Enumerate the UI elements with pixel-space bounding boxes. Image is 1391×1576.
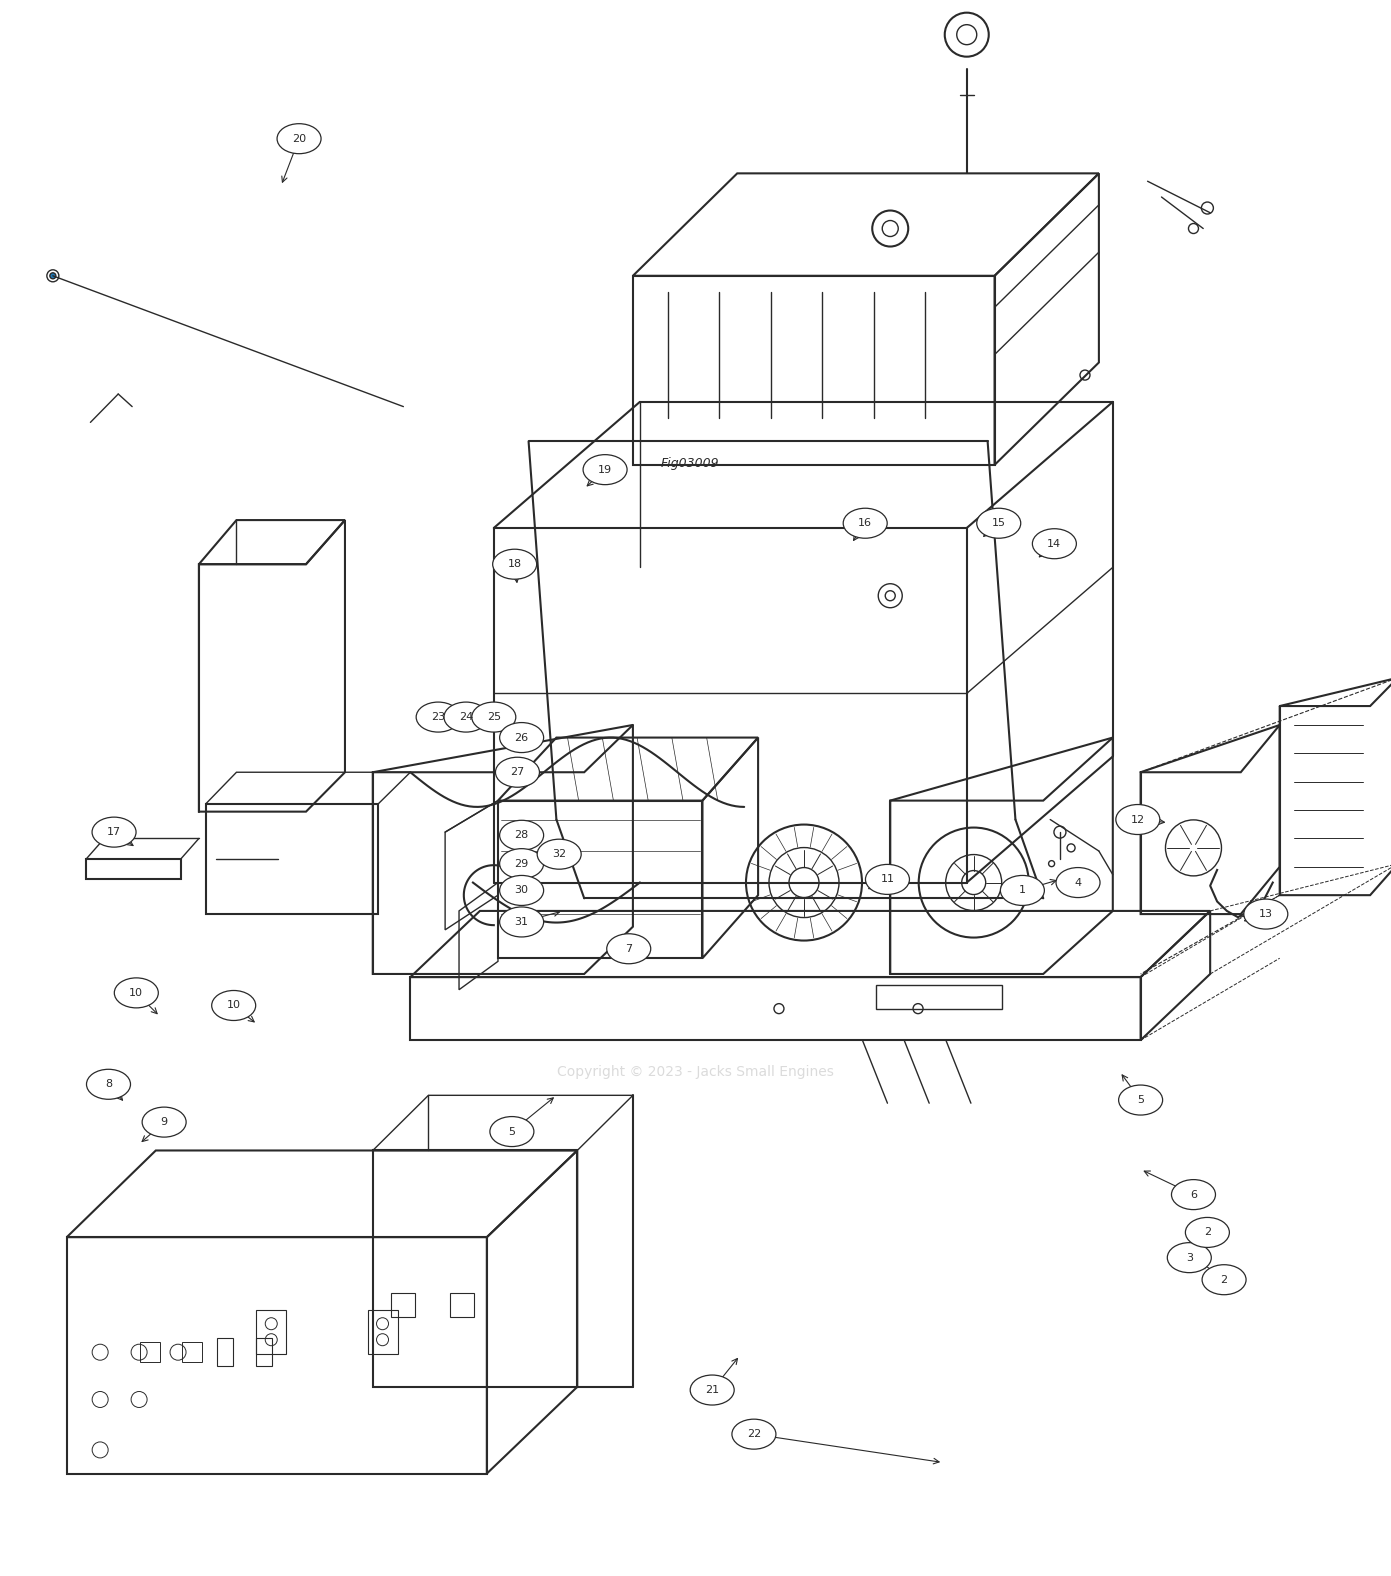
Ellipse shape [472, 701, 516, 733]
Ellipse shape [490, 1116, 534, 1147]
Text: 6: 6 [1189, 1190, 1198, 1199]
Bar [217, 1338, 234, 1366]
Ellipse shape [690, 1374, 734, 1406]
Text: 15: 15 [992, 519, 1006, 528]
Text: 1: 1 [1018, 886, 1027, 895]
Ellipse shape [499, 722, 544, 753]
Text: 8: 8 [104, 1080, 113, 1089]
Bar [256, 1310, 287, 1354]
Text: 20: 20 [292, 134, 306, 143]
Text: 18: 18 [508, 559, 522, 569]
Text: 26: 26 [515, 733, 529, 742]
Text: 17: 17 [107, 827, 121, 837]
Text: 4: 4 [1074, 878, 1082, 887]
Text: 32: 32 [552, 849, 566, 859]
Ellipse shape [606, 933, 651, 965]
Ellipse shape [1000, 875, 1045, 906]
Ellipse shape [1244, 898, 1288, 930]
Ellipse shape [537, 838, 581, 870]
Text: 23: 23 [431, 712, 445, 722]
Ellipse shape [583, 454, 627, 485]
Text: 2: 2 [1220, 1275, 1228, 1284]
Text: 16: 16 [858, 519, 872, 528]
Text: 5: 5 [1136, 1095, 1145, 1105]
Ellipse shape [92, 816, 136, 848]
Ellipse shape [114, 977, 159, 1009]
Text: 22: 22 [747, 1429, 761, 1439]
Ellipse shape [416, 701, 460, 733]
Ellipse shape [499, 875, 544, 906]
Ellipse shape [1116, 804, 1160, 835]
Ellipse shape [1056, 867, 1100, 898]
Text: 29: 29 [515, 859, 529, 868]
Text: 24: 24 [459, 712, 473, 722]
Ellipse shape [142, 1106, 186, 1138]
Ellipse shape [499, 906, 544, 938]
Text: 11: 11 [881, 875, 894, 884]
Ellipse shape [1185, 1217, 1230, 1248]
Text: 31: 31 [515, 917, 529, 927]
Bar [367, 1310, 398, 1354]
Text: 10: 10 [227, 1001, 241, 1010]
Bar [449, 1292, 474, 1318]
Ellipse shape [1171, 1179, 1216, 1210]
Ellipse shape [843, 507, 887, 539]
Text: 19: 19 [598, 465, 612, 474]
Ellipse shape [495, 756, 540, 788]
Text: Fig03009: Fig03009 [661, 457, 719, 470]
Text: 25: 25 [487, 712, 501, 722]
Text: 28: 28 [515, 831, 529, 840]
Bar [391, 1292, 416, 1318]
Bar [140, 1343, 160, 1362]
Bar [256, 1338, 273, 1366]
Text: 3: 3 [1185, 1253, 1193, 1262]
Ellipse shape [976, 507, 1021, 539]
Text: 2: 2 [1203, 1228, 1212, 1237]
Ellipse shape [86, 1069, 131, 1100]
Ellipse shape [865, 864, 910, 895]
Text: Copyright © 2023 - Jacks Small Engines: Copyright © 2023 - Jacks Small Engines [556, 1065, 835, 1078]
Ellipse shape [444, 701, 488, 733]
Text: 10: 10 [129, 988, 143, 998]
Text: 14: 14 [1047, 539, 1061, 548]
Ellipse shape [1202, 1264, 1246, 1295]
Ellipse shape [492, 548, 537, 580]
Ellipse shape [499, 820, 544, 851]
Text: 7: 7 [625, 944, 633, 953]
Ellipse shape [277, 123, 321, 154]
Text: 9: 9 [160, 1117, 168, 1127]
Text: 13: 13 [1259, 909, 1273, 919]
Text: 27: 27 [510, 768, 524, 777]
Ellipse shape [732, 1418, 776, 1450]
Text: 21: 21 [705, 1385, 719, 1395]
Ellipse shape [1032, 528, 1077, 559]
Ellipse shape [1167, 1242, 1212, 1273]
Ellipse shape [1118, 1084, 1163, 1116]
Circle shape [50, 273, 56, 279]
Text: 5: 5 [508, 1127, 516, 1136]
Ellipse shape [499, 848, 544, 879]
Bar [182, 1343, 202, 1362]
Ellipse shape [211, 990, 256, 1021]
Text: 12: 12 [1131, 815, 1145, 824]
Text: 30: 30 [515, 886, 529, 895]
